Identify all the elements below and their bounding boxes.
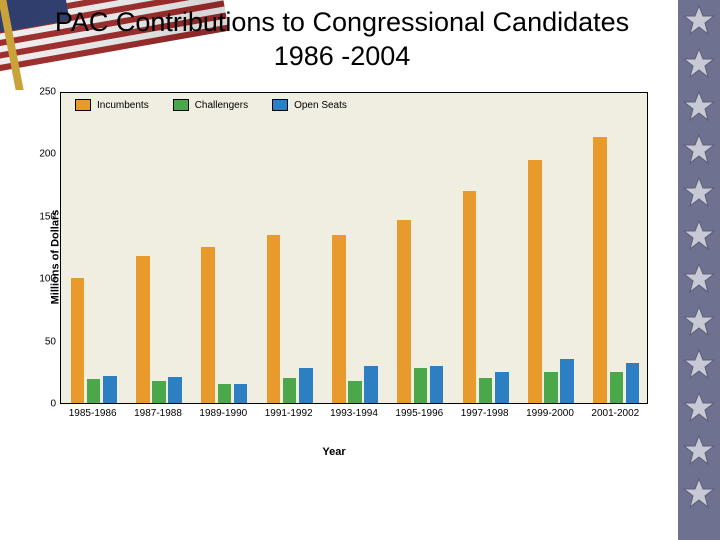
star-icon: [683, 219, 715, 251]
bar: [414, 368, 427, 403]
x-axis-title: Year: [322, 446, 345, 458]
bar: [495, 372, 508, 403]
x-tick-label: 2001-2002: [591, 408, 639, 419]
x-tick-label: 1987-1988: [134, 408, 182, 419]
x-tick-label: 1991-1992: [265, 408, 313, 419]
x-tick-label: 1993-1994: [330, 408, 378, 419]
bar: [218, 384, 231, 403]
y-tick-label: 200: [28, 149, 56, 160]
bar: [136, 256, 149, 403]
bar: [560, 359, 573, 403]
x-tick-label: 1995-1996: [395, 408, 443, 419]
legend-item: Open Seats: [272, 99, 347, 111]
chart-plot-area: Incumbents Challengers Open Seats: [60, 92, 648, 404]
bar: [103, 376, 116, 403]
bar: [528, 160, 541, 403]
legend-item: Incumbents: [75, 99, 149, 111]
legend-swatch: [272, 99, 288, 111]
bar: [201, 247, 214, 403]
star-icon: [683, 391, 715, 423]
y-axis-ticks: 050100150200250: [28, 92, 56, 422]
bar: [234, 384, 247, 403]
bar: [463, 191, 476, 403]
legend-swatch: [173, 99, 189, 111]
chart-bars: [61, 93, 647, 403]
legend-item: Challengers: [173, 99, 248, 111]
bar: [283, 378, 296, 403]
star-strip: [678, 0, 720, 540]
star-icon: [683, 4, 715, 36]
bar: [152, 381, 165, 403]
bar: [299, 368, 312, 403]
x-axis-labels: 1985-1986 1987-1988 1989-1990 1991-1992 1993…: [60, 406, 648, 422]
y-tick-label: 50: [28, 336, 56, 347]
bar: [332, 235, 345, 403]
star-icon: [683, 348, 715, 380]
x-tick-label: 1985-1986: [69, 408, 117, 419]
star-icon: [683, 477, 715, 509]
y-tick-label: 100: [28, 274, 56, 285]
star-icon: [683, 90, 715, 122]
y-tick-label: 0: [28, 399, 56, 410]
star-icon: [683, 47, 715, 79]
bar: [626, 363, 639, 403]
bar: [71, 278, 84, 403]
x-tick-label: 1999-2000: [526, 408, 574, 419]
star-icon: [683, 262, 715, 294]
bar: [479, 378, 492, 403]
star-icon: [683, 176, 715, 208]
star-icon: [683, 434, 715, 466]
legend-label: Challengers: [195, 100, 248, 111]
star-icon: [683, 305, 715, 337]
x-tick-label: 1997-1998: [461, 408, 509, 419]
star-icon: [683, 133, 715, 165]
bar: [430, 366, 443, 403]
bar: [610, 372, 623, 403]
y-tick-label: 250: [28, 87, 56, 98]
y-tick-label: 150: [28, 211, 56, 222]
bar: [397, 220, 410, 403]
bar: [348, 381, 361, 403]
bar: [364, 366, 377, 403]
legend-swatch: [75, 99, 91, 111]
pac-contributions-chart: Millions of Dollars 050100150200250 Incu…: [10, 92, 658, 422]
legend-label: Incumbents: [97, 100, 149, 111]
x-tick-label: 1989-1990: [199, 408, 247, 419]
bar: [593, 137, 606, 403]
legend-label: Open Seats: [294, 100, 347, 111]
chart-legend: Incumbents Challengers Open Seats: [75, 99, 347, 111]
bar: [267, 235, 280, 403]
bar: [544, 372, 557, 403]
bar: [168, 377, 181, 403]
bar: [87, 379, 100, 403]
page-title: PAC Contributions to Congressional Candi…: [24, 6, 660, 74]
